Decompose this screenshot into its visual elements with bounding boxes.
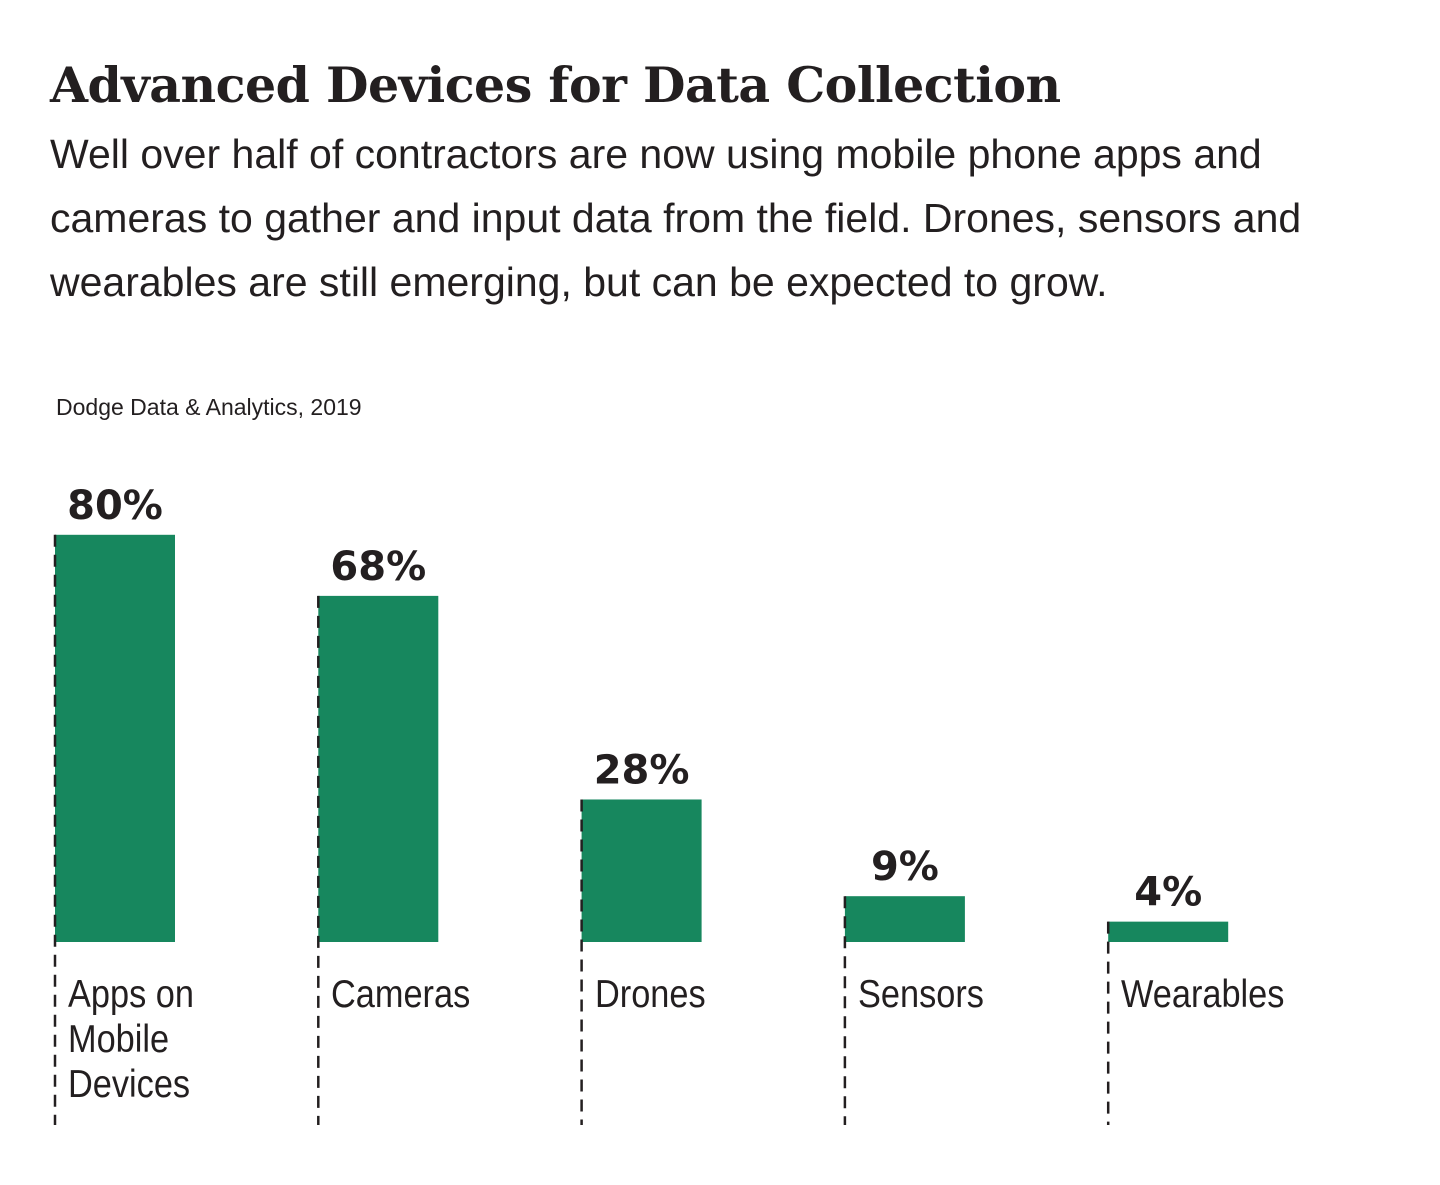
bar [1108,921,1229,942]
chart-subtitle: Well over half of contractors are now us… [50,131,1302,305]
chart-title: Advanced Devices for Data Collection [50,56,1061,114]
bar [318,595,439,942]
value-label: 80% [67,483,163,529]
category-label: Drones [594,973,706,1016]
category-label: Sensors [857,973,984,1016]
bar [55,534,175,942]
value-label: 28% [594,747,690,793]
category-label: Apps on Mobile Devices [68,973,194,1106]
value-label: 4% [1134,870,1202,916]
value-label: 9% [871,844,939,890]
chart-source: Dodge Data & Analytics, 2019 [56,394,362,420]
bar [844,896,965,942]
category-label: Cameras [331,973,471,1016]
bar [581,799,702,942]
category-label: Wearables [1121,973,1285,1016]
value-label: 68% [330,544,426,590]
